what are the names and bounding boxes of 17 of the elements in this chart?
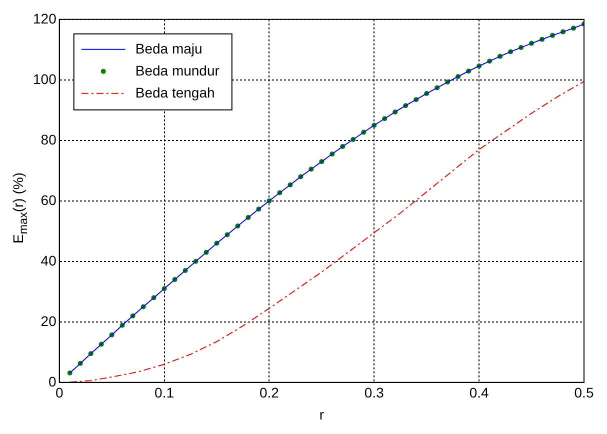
x-tick-label: 0.3 xyxy=(364,384,384,401)
legend-label: Beda maju xyxy=(135,40,202,56)
legend-label: Beda mundur xyxy=(135,62,220,78)
y-tick-label: 40 xyxy=(40,252,57,268)
x-tick-label: 0.5 xyxy=(574,384,594,401)
y-tick-label: 100 xyxy=(33,70,57,87)
x-tick-label: 0.1 xyxy=(154,384,174,401)
x-tick-label: 0.2 xyxy=(259,384,280,401)
x-tick-label: 0.4 xyxy=(469,384,490,401)
y-tick-label: 80 xyxy=(40,131,57,148)
y-tick-label: 20 xyxy=(40,312,57,329)
y-tick-label: 0 xyxy=(48,373,57,390)
y-tick-label: 60 xyxy=(40,192,57,208)
y-tick-label: 120 xyxy=(33,10,57,26)
line-series xyxy=(69,80,584,382)
x-axis-title: r xyxy=(319,406,324,422)
legend-label: Beda tengah xyxy=(135,84,215,100)
